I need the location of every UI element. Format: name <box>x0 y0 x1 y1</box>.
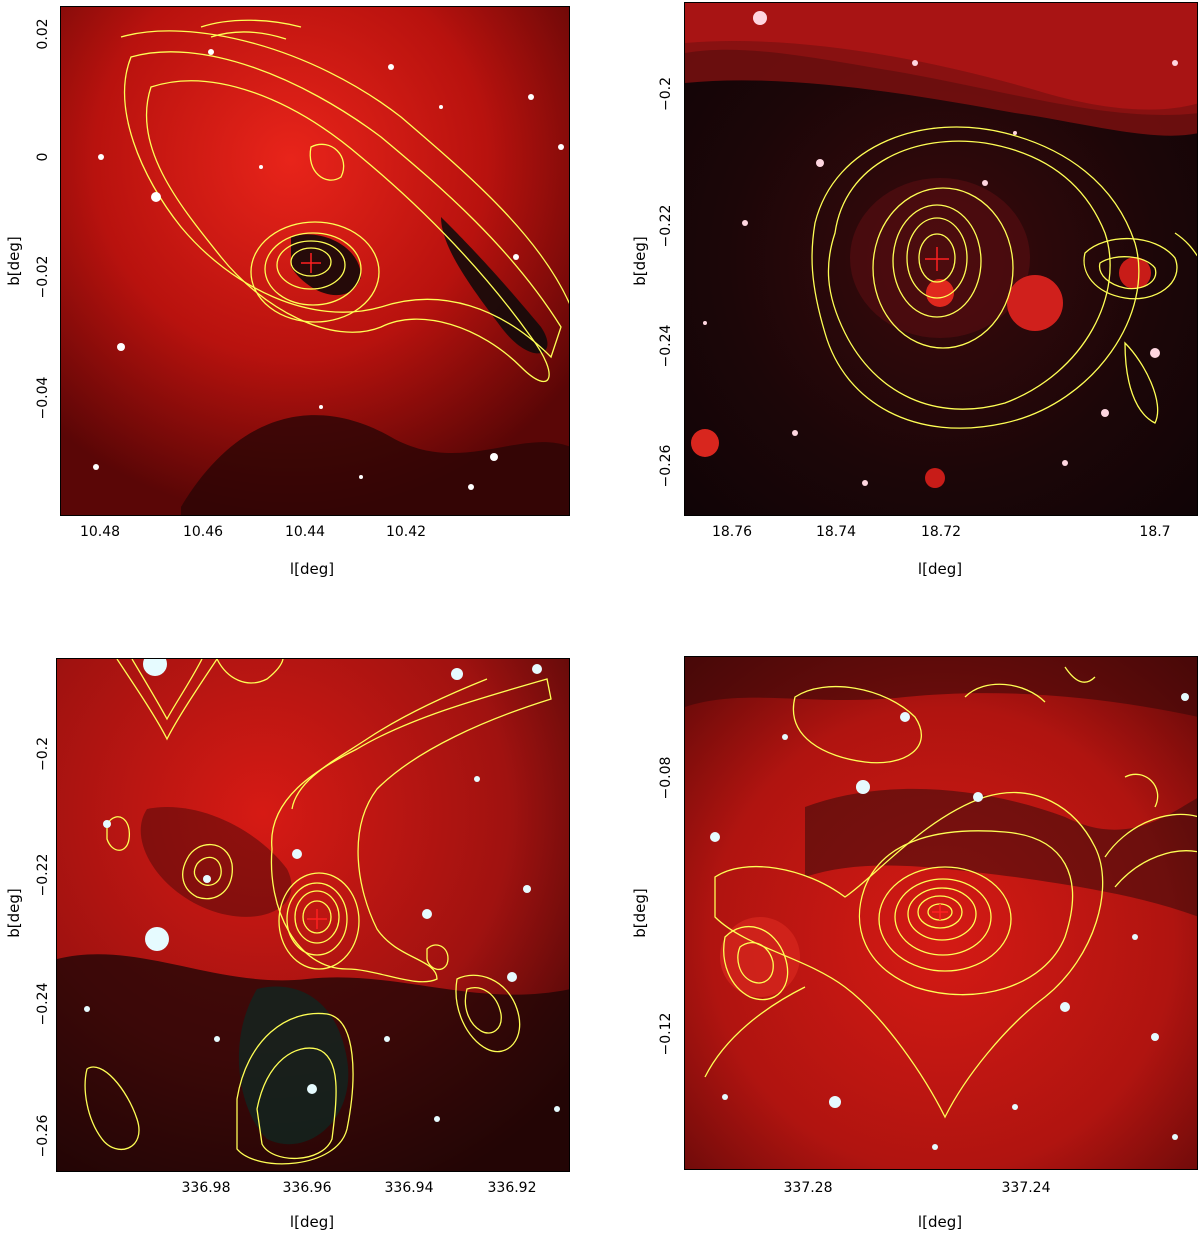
infrared-image <box>685 657 1197 1169</box>
y-tick-label: −0.24 <box>35 982 51 1026</box>
x-tick-label: 10.42 <box>385 524 427 540</box>
x-tick-label: 10.48 <box>79 524 121 540</box>
stars <box>710 693 1189 1150</box>
infrared-image <box>57 659 569 1171</box>
y-tick-label: −0.08 <box>658 756 674 800</box>
x-tick-label: 18.76 <box>711 524 753 540</box>
y-tick-label: −0.02 <box>35 255 51 299</box>
y-tick-label: 0.02 <box>35 18 51 50</box>
x-tick-label: 336.98 <box>181 1180 231 1196</box>
x-tick-label: 18.7 <box>1139 524 1171 540</box>
y-tick-label: −0.2 <box>658 77 674 111</box>
y-tick-label: −0.22 <box>35 853 51 897</box>
y-axis-label: b[deg] <box>631 236 649 286</box>
x-tick-label: 337.24 <box>1001 1180 1051 1196</box>
image-frame <box>684 656 1198 1170</box>
contour-lines <box>120 19 569 382</box>
x-tick-label: 18.74 <box>815 524 857 540</box>
x-axis-label: l[deg] <box>289 560 335 578</box>
y-tick-label: −0.04 <box>35 376 51 420</box>
source-marker <box>307 909 327 929</box>
contour-lines <box>704 666 1197 1119</box>
contour-lines <box>811 126 1197 429</box>
x-axis-label: l[deg] <box>917 560 963 578</box>
y-tick-label: −0.22 <box>658 204 674 248</box>
infrared-image <box>61 7 569 515</box>
image-frame <box>56 658 570 1172</box>
x-tick-label: 337.28 <box>783 1180 833 1196</box>
x-tick-label: 10.46 <box>182 524 224 540</box>
contour-lines <box>84 659 552 1165</box>
y-tick-label: −0.24 <box>658 324 674 368</box>
y-tick-label: −0.2 <box>35 737 51 771</box>
x-tick-label: 10.44 <box>284 524 326 540</box>
infrared-image <box>685 3 1197 515</box>
source-marker <box>925 247 949 271</box>
x-tick-label: 336.94 <box>384 1180 434 1196</box>
y-tick-label: −0.12 <box>658 1012 674 1056</box>
image-frame <box>60 6 570 516</box>
x-tick-label: 336.96 <box>282 1180 332 1196</box>
stars <box>703 11 1178 486</box>
x-tick-label: 18.72 <box>920 524 962 540</box>
image-frame <box>684 2 1198 516</box>
y-tick-label: 0 <box>35 152 51 162</box>
y-axis-label: b[deg] <box>5 236 23 286</box>
y-tick-label: −0.26 <box>658 444 674 488</box>
x-tick-label: 336.92 <box>487 1180 537 1196</box>
stars <box>93 49 564 490</box>
x-axis-label: l[deg] <box>289 1213 335 1231</box>
y-axis-label: b[deg] <box>631 888 649 938</box>
y-axis-label: b[deg] <box>5 888 23 938</box>
y-tick-label: −0.26 <box>35 1114 51 1158</box>
source-marker <box>301 253 321 273</box>
x-axis-label: l[deg] <box>917 1213 963 1231</box>
source-marker <box>932 904 948 920</box>
stars <box>84 659 560 1122</box>
